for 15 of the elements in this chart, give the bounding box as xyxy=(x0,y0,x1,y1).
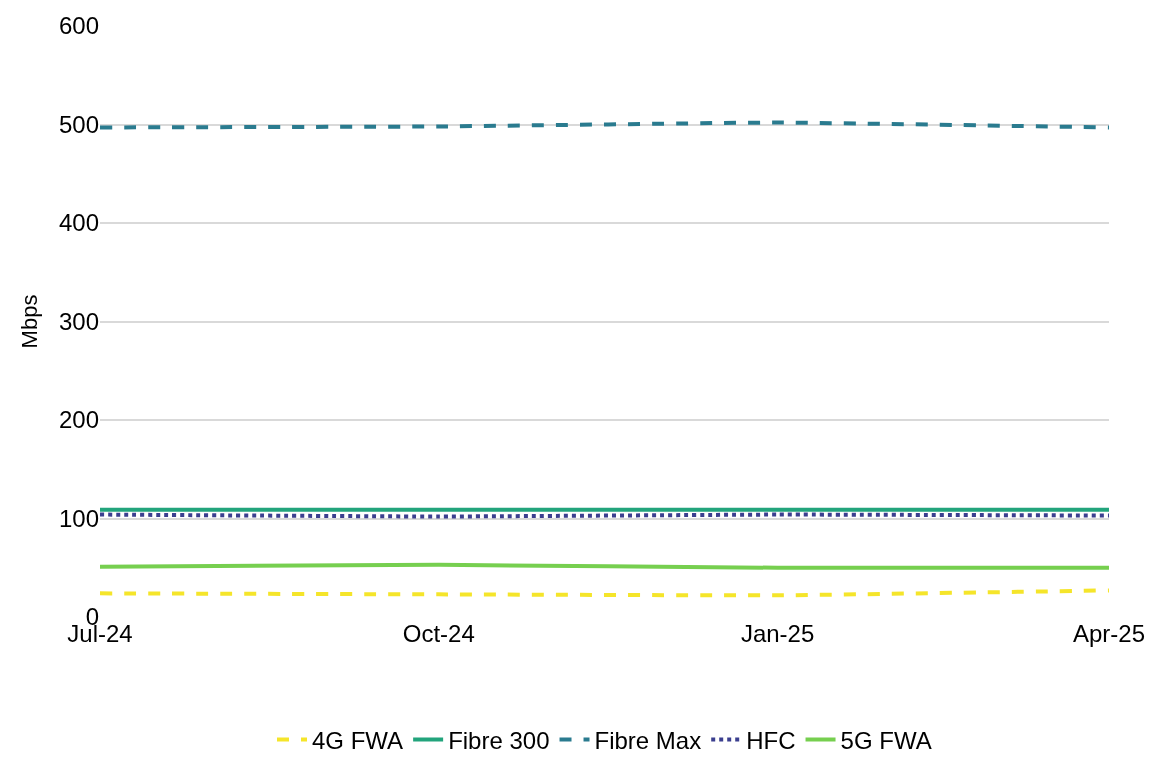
legend-label: 4G FWA xyxy=(312,726,404,754)
x-tick-label: Apr-25 xyxy=(1072,620,1146,647)
y-tick-label: 500 xyxy=(58,110,99,138)
legend-label: Fibre 300 xyxy=(448,726,550,754)
legend-label: 5G FWA xyxy=(840,726,932,754)
x-tick-label: Jan-25 xyxy=(740,620,815,647)
legend-label: Fibre Max xyxy=(594,726,702,754)
y-tick-label: 200 xyxy=(58,406,99,434)
y-tick-label: 600 xyxy=(58,12,99,40)
legend-label: HFC xyxy=(746,726,796,754)
y-tick-label: 100 xyxy=(58,504,99,532)
y-axis-title: Mbps xyxy=(16,294,42,349)
x-tick-label: Oct-24 xyxy=(402,620,475,647)
y-tick-label: 300 xyxy=(58,307,99,335)
y-tick-label: 400 xyxy=(58,209,99,237)
